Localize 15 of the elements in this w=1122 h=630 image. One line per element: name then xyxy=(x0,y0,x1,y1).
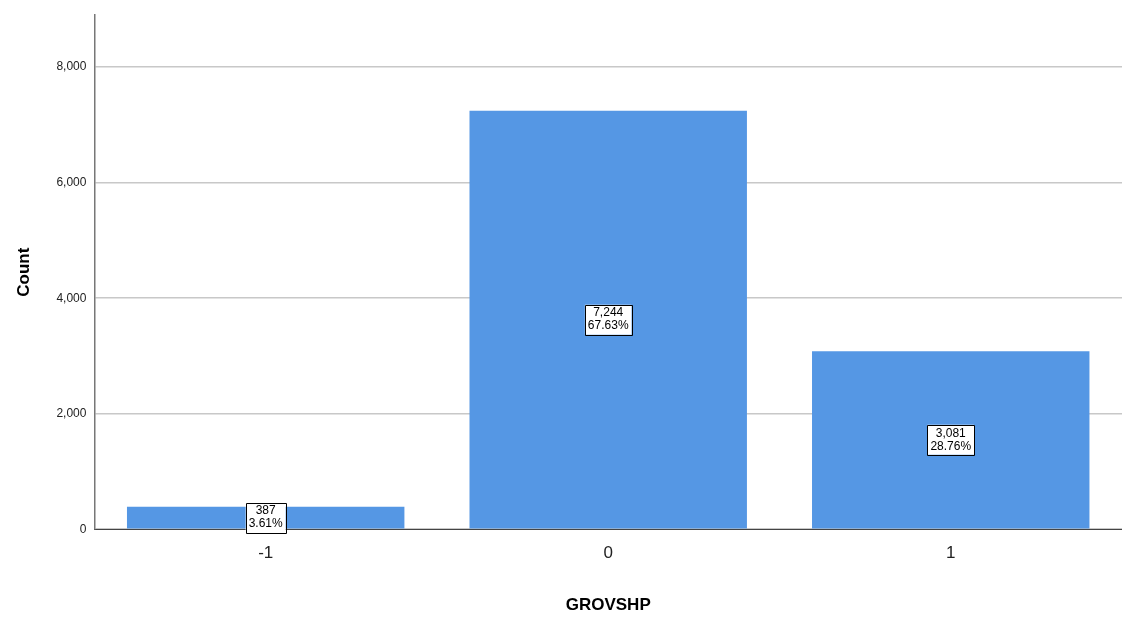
bar xyxy=(469,110,747,529)
data-label: 7,244 67.63% xyxy=(587,305,629,333)
y-tick-label: 6,000 xyxy=(56,175,87,189)
y-tick-label: 0 xyxy=(79,521,87,536)
y-tick-label: 8,000 xyxy=(56,59,87,74)
data-label: 3,081 28.76% xyxy=(930,425,972,453)
x-tick-label: 0 xyxy=(603,543,613,563)
y-tick-label: 2,000 xyxy=(56,406,87,421)
x-tick-label: -1 xyxy=(258,543,274,563)
data-label: 387 3.61% xyxy=(248,503,284,531)
x-axis-title: GROVSHP xyxy=(565,595,651,615)
bar xyxy=(812,351,1090,529)
y-axis-title: Count xyxy=(13,247,33,297)
y-tick-label: 4,000 xyxy=(56,290,87,305)
x-tick-label: 1 xyxy=(946,543,956,563)
